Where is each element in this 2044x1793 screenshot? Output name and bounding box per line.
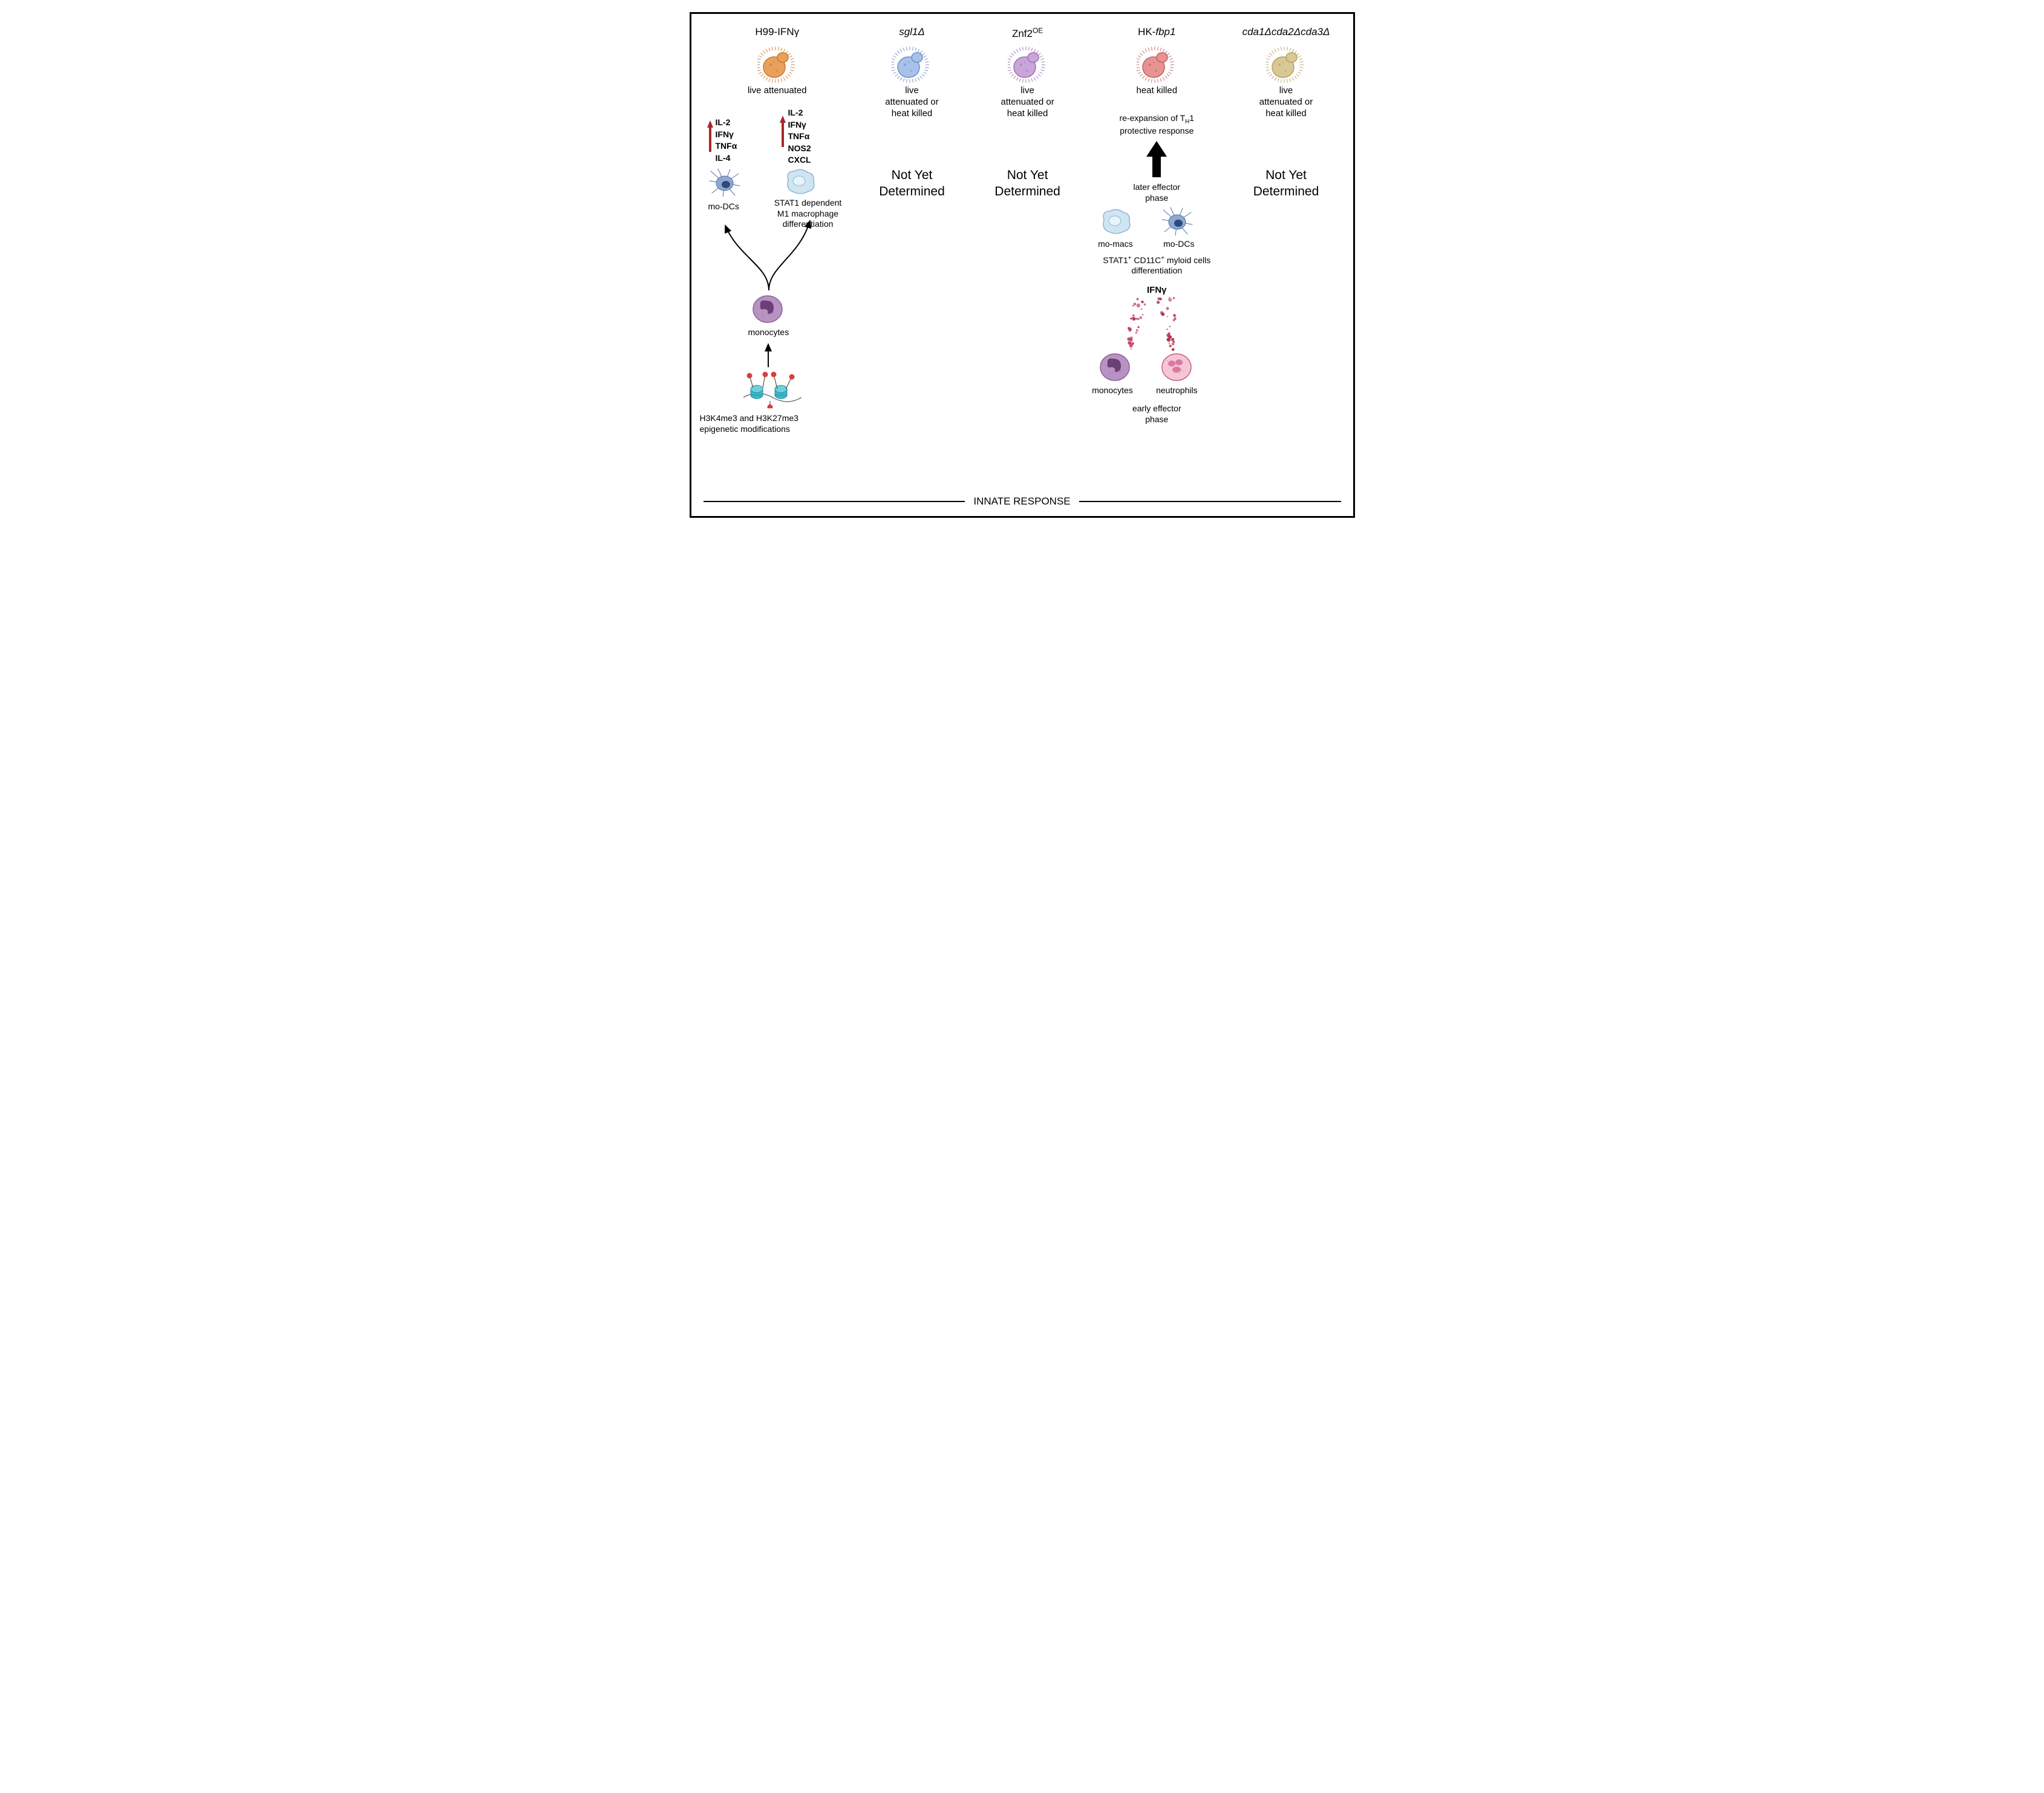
yeast-icon [757, 47, 797, 83]
col-sgl1: sgl1Δ live attenuated or heat killed Not… [857, 26, 967, 486]
modcs-label: mo-DCs [1163, 239, 1194, 250]
macrophage-icon [783, 168, 816, 195]
big-arrow-icon [1146, 141, 1167, 177]
yeast-icon [1137, 47, 1177, 83]
cytokine-list-left: IL-2 IFNγ TNFα IL-4 [716, 117, 737, 164]
monocyte-icon [1098, 351, 1132, 383]
col-znf2: Znf2OE live attenuated or heat killed No… [973, 26, 1082, 486]
epigenetic-label: H3K4me3 and H3K27me3 epigenetic modifica… [700, 413, 845, 434]
up-arrow-icon [780, 116, 786, 147]
arrow-up-icon [764, 342, 772, 368]
later-phase-label: later effector phase [1088, 182, 1225, 203]
monocyte-label: monocytes [748, 327, 789, 338]
strain-state: heat killed [1137, 85, 1178, 111]
col-h99: H99-IFNγ live attenuated IL-2 IFNγ TNFα … [704, 26, 851, 486]
col-hkfbp1: HK-fbp1 heat killed re-expansion of TH1p… [1088, 26, 1225, 486]
yeast-icon [1266, 47, 1306, 83]
not-yet-determined: Not Yet Determined [1253, 168, 1319, 200]
not-yet-determined: Not Yet Determined [994, 168, 1060, 200]
cytokine-list-right: IL-2 IFNγ TNFα NOS2 CXCL [788, 107, 811, 166]
monocyte-icon [751, 293, 785, 325]
modc-icon [708, 168, 741, 198]
strain-state: live attenuated or heat killed [1259, 85, 1313, 119]
divider-line [1079, 501, 1341, 502]
neut-label: neutrophils [1156, 385, 1198, 396]
col-header: sgl1Δ [899, 26, 925, 43]
neutrophil-icon [1160, 351, 1193, 383]
divider-line [704, 501, 965, 502]
early-phase-label: early effector phase [1088, 403, 1225, 425]
modc-icon [1161, 206, 1193, 237]
bottom-divider: INNATE RESPONSE [704, 495, 1341, 508]
col-cda: cda1Δcda2Δcda3Δ live attenuated or heat … [1231, 26, 1340, 486]
strain-state: live attenuated or heat killed [885, 85, 938, 119]
macrophage-icon [1099, 207, 1132, 235]
col4-body: re-expansion of TH1protective response l… [1088, 111, 1225, 486]
momacs-label: mo-macs [1098, 239, 1133, 250]
columns-row: H99-IFNγ live attenuated IL-2 IFNγ TNFα … [704, 26, 1341, 486]
innate-response-label: INNATE RESPONSE [973, 495, 1070, 508]
yeast-icon [1008, 47, 1048, 83]
mono-label: monocytes [1092, 385, 1133, 396]
strain-state: live attenuated or heat killed [1001, 85, 1054, 119]
col-header: H99-IFNγ [755, 26, 799, 43]
branch-arrows-icon [714, 215, 823, 293]
yeast-icon [892, 47, 932, 83]
figure-frame: H99-IFNγ live attenuated IL-2 IFNγ TNFα … [690, 12, 1355, 518]
histone-icon [742, 371, 803, 408]
reexpansion-label: re-expansion of TH1protective response [1088, 113, 1225, 137]
up-arrow-icon [707, 120, 713, 152]
col-header: HK-fbp1 [1138, 26, 1175, 43]
not-yet-determined: Not Yet Determined [879, 168, 945, 200]
col-header: cda1Δcda2Δcda3Δ [1242, 26, 1330, 43]
col-header: Znf2OE [1012, 26, 1043, 43]
cytokine-dots-icon [1106, 292, 1197, 353]
modc-label: mo-DCs [708, 201, 739, 212]
col1-body: IL-2 IFNγ TNFα IL-4 IL-2 IFNγ TNFα NOS2 … [704, 111, 851, 486]
stat1-label: STAT1+ CD11C+ myloid cellsdifferentiatio… [1086, 255, 1227, 276]
